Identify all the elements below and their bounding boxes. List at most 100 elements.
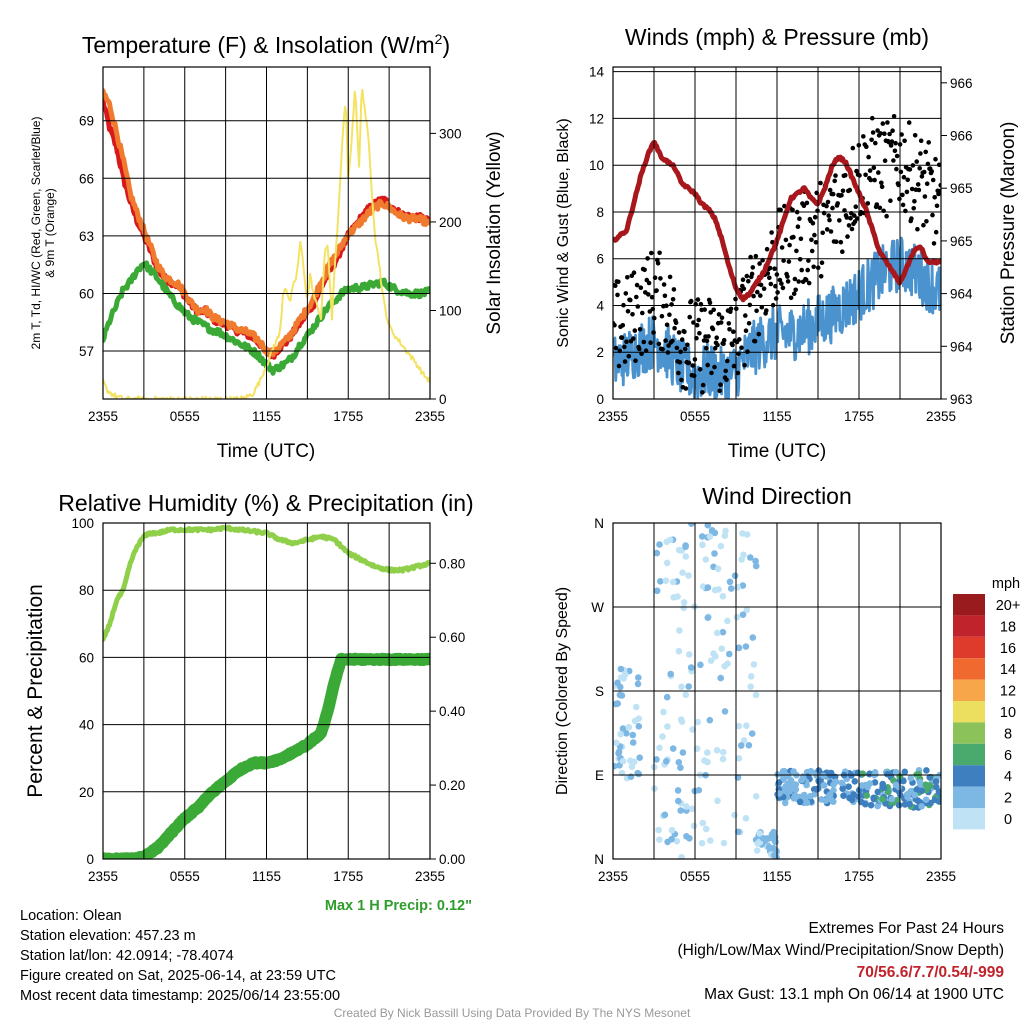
gust-point bbox=[662, 293, 668, 299]
gust-point bbox=[885, 120, 890, 125]
extremes-values: 70/56.6/7.7/0.54/-999 bbox=[856, 964, 1004, 981]
direction-point bbox=[720, 839, 728, 847]
gust-point bbox=[869, 137, 874, 143]
gust-point bbox=[683, 386, 689, 391]
gust-point bbox=[703, 346, 709, 351]
chart-title-3: Relative Humidity (%) & Precipitation (i… bbox=[58, 490, 473, 516]
direction-point bbox=[750, 661, 758, 668]
gust-point bbox=[619, 335, 625, 340]
gust-point bbox=[718, 320, 724, 325]
gust-point bbox=[797, 216, 802, 221]
direction-point bbox=[772, 838, 779, 846]
y-tick-label: N bbox=[594, 516, 604, 531]
y-tick-label: W bbox=[591, 600, 604, 615]
gust-point bbox=[833, 173, 838, 178]
gust-point bbox=[755, 289, 760, 295]
gust-point bbox=[669, 302, 674, 307]
x-tick-label: 1155 bbox=[762, 869, 791, 884]
x-tick-label: 1755 bbox=[333, 409, 363, 424]
gust-point bbox=[931, 241, 937, 246]
gust-point bbox=[934, 203, 940, 209]
direction-point bbox=[866, 780, 874, 787]
gust-point bbox=[937, 188, 941, 194]
gust-point bbox=[695, 297, 701, 302]
direction-point bbox=[742, 815, 750, 822]
gust-point bbox=[721, 341, 726, 347]
direction-point bbox=[922, 796, 930, 803]
direction-point bbox=[669, 578, 677, 586]
gust-point bbox=[646, 280, 652, 286]
gust-point bbox=[745, 349, 750, 355]
direction-point bbox=[688, 805, 696, 813]
gust-point bbox=[667, 312, 672, 318]
gust-point bbox=[697, 367, 703, 372]
gust-point bbox=[673, 320, 679, 326]
direction-point bbox=[830, 781, 837, 788]
direction-point bbox=[675, 797, 682, 805]
direction-point bbox=[743, 606, 751, 614]
gust-point bbox=[635, 304, 641, 309]
gust-point bbox=[878, 131, 883, 136]
direction-point bbox=[743, 722, 750, 729]
gust-point bbox=[654, 288, 659, 293]
gust-point bbox=[788, 295, 794, 301]
gust-point bbox=[812, 214, 818, 220]
max-precip-annotation: Max 1 H Precip: 0.12" bbox=[325, 898, 472, 914]
gust-point bbox=[711, 307, 716, 313]
direction-point bbox=[906, 800, 913, 808]
direction-point bbox=[863, 792, 870, 799]
gust-point bbox=[670, 338, 675, 344]
gust-point bbox=[905, 177, 910, 183]
x-axis-label-1: Time (UTC) bbox=[217, 441, 316, 462]
gust-point bbox=[719, 315, 725, 321]
gust-point bbox=[691, 373, 697, 379]
gust-point bbox=[768, 281, 774, 287]
colorbar-swatch bbox=[953, 765, 985, 787]
colorbar-swatch bbox=[953, 743, 985, 766]
extremes-subtitle: (High/Low/Max Wind/Precipitation/Snow De… bbox=[677, 942, 1005, 959]
gust-point bbox=[826, 213, 831, 218]
direction-point bbox=[721, 662, 728, 670]
direction-point bbox=[726, 578, 734, 586]
gust-point bbox=[633, 358, 638, 364]
gust-point bbox=[804, 200, 810, 206]
direction-point bbox=[727, 585, 735, 592]
direction-point bbox=[851, 778, 859, 785]
extremes-panel: Extremes For Past 24 Hours (High/Low/Max… bbox=[678, 918, 1005, 1006]
gust-point bbox=[658, 276, 663, 281]
gust-point bbox=[660, 346, 665, 352]
direction-point bbox=[704, 584, 712, 591]
gust-point bbox=[737, 337, 742, 342]
y2-tick-label: 966 bbox=[950, 129, 973, 144]
gust-point bbox=[646, 292, 651, 297]
gust-point bbox=[888, 198, 893, 203]
y-tick-label: N bbox=[594, 852, 604, 867]
gust-point bbox=[915, 226, 920, 232]
direction-point bbox=[680, 604, 687, 612]
gust-point bbox=[625, 309, 631, 314]
gust-point bbox=[704, 338, 710, 344]
direction-point bbox=[803, 799, 811, 806]
gust-point bbox=[901, 174, 907, 180]
gust-point bbox=[632, 328, 638, 333]
gust-point bbox=[744, 273, 750, 279]
gust-point bbox=[843, 173, 848, 178]
direction-point bbox=[867, 801, 875, 809]
direction-point bbox=[698, 533, 706, 540]
gust-point bbox=[648, 340, 653, 346]
gust-point bbox=[787, 242, 792, 248]
colorbar-label: 20+ bbox=[996, 598, 1021, 614]
gust-point bbox=[637, 346, 642, 352]
gust-point bbox=[758, 282, 764, 288]
gust-point bbox=[819, 260, 825, 266]
gust-point bbox=[717, 388, 722, 394]
gust-point bbox=[690, 363, 695, 368]
gust-point bbox=[661, 282, 667, 287]
y2-tick-label: 965 bbox=[950, 234, 973, 249]
gust-point bbox=[688, 298, 694, 304]
direction-point bbox=[680, 599, 688, 606]
most-recent-timestamp: Most recent data timestamp: 2025/06/14 2… bbox=[20, 988, 341, 1004]
x-tick-label: 2355 bbox=[415, 869, 445, 884]
direction-points bbox=[613, 523, 941, 859]
gust-point bbox=[628, 297, 633, 303]
